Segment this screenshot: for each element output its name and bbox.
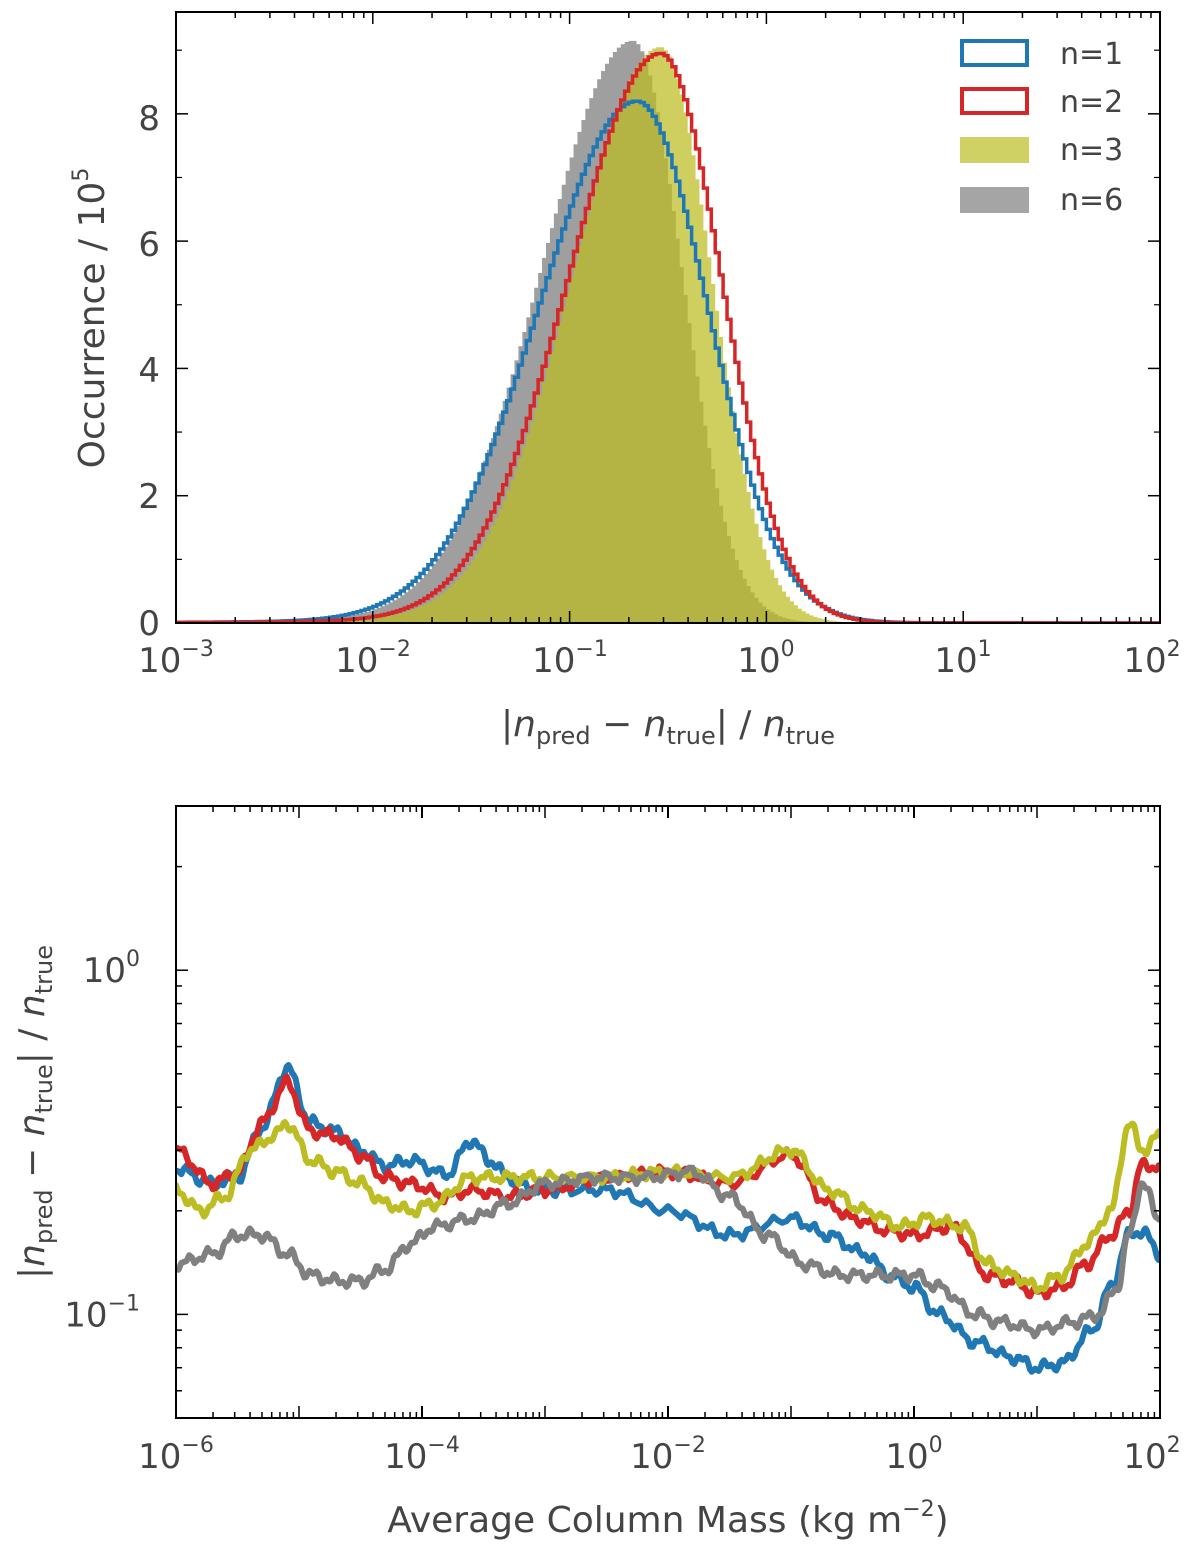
- histogram-ticks: [175, 12, 1161, 624]
- legend-swatch-n3: [960, 137, 1029, 163]
- histogram-bars: [176, 40, 1160, 623]
- hist-ytick-label: 6: [138, 225, 160, 265]
- line-n2: [176, 1073, 1160, 1301]
- line-xtick-label: 10−6: [138, 1433, 214, 1477]
- histogram-legend: n=1 n=2 n=3 n=6: [960, 37, 1123, 218]
- histogram-xlabel: |npred − ntrue| / ntrue: [501, 704, 835, 750]
- legend-swatch-n6: [960, 187, 1029, 213]
- legend-label-n1: n=1: [1060, 37, 1123, 72]
- hist-fill-n3: [176, 47, 1160, 623]
- hist-xtick-label: 10−2: [335, 637, 411, 681]
- hist-ytick-label: 2: [138, 477, 160, 517]
- hist-xtick-label: 10−1: [532, 637, 608, 681]
- hist-xtick-label: 101: [934, 637, 991, 681]
- line-ytick-labels: 10−1 100: [64, 947, 140, 1335]
- histogram-xtick-labels: 10−3 10−2 10−1 100 101 102: [138, 637, 1180, 681]
- hist-xtick-label: 10−3: [138, 637, 214, 681]
- line-xtick-label: 10−2: [630, 1433, 706, 1477]
- line-ticks: [175, 805, 1161, 1419]
- histogram-ylabel: Occurrence / 105: [69, 168, 113, 469]
- histogram-ytick-labels: 0 2 4 6 8: [138, 99, 160, 644]
- line-xtick-labels: 10−6 10−4 10−2 100 102: [138, 1433, 1180, 1477]
- line-xlabel: Average Column Mass (kg m−2): [387, 1497, 948, 1541]
- legend-label-n6: n=6: [1060, 183, 1123, 218]
- line-panel: 10−6 10−4 10−2 100 102 10−1 100 Average …: [12, 805, 1181, 1541]
- legend-label-n2: n=2: [1060, 85, 1123, 120]
- line-ytick-label: 100: [83, 947, 140, 991]
- legend-swatch-n2: [960, 87, 1029, 115]
- line-n6: [176, 1164, 1160, 1340]
- legend-swatch-n1: [960, 39, 1029, 67]
- line-series: [176, 1062, 1160, 1375]
- hist-ytick-label: 0: [138, 604, 160, 644]
- hist-xtick-label: 102: [1123, 637, 1180, 681]
- line-xtick-label: 10−4: [384, 1433, 460, 1477]
- line-ylabel: |npred − ntrue| / ntrue: [12, 945, 58, 1279]
- legend-label-n3: n=3: [1060, 133, 1123, 168]
- line-xtick-label: 102: [1123, 1433, 1180, 1477]
- line-ytick-label: 10−1: [64, 1291, 140, 1335]
- histogram-frame: [175, 11, 1161, 624]
- hist-xtick-label: 100: [737, 637, 794, 681]
- hist-ytick-label: 8: [138, 99, 160, 139]
- line-xtick-label: 100: [885, 1433, 942, 1477]
- hist-ytick-label: 4: [138, 351, 160, 391]
- histogram-panel: 10−3 10−2 10−1 100 101 102 0 2 4 6 8 |np…: [69, 11, 1181, 750]
